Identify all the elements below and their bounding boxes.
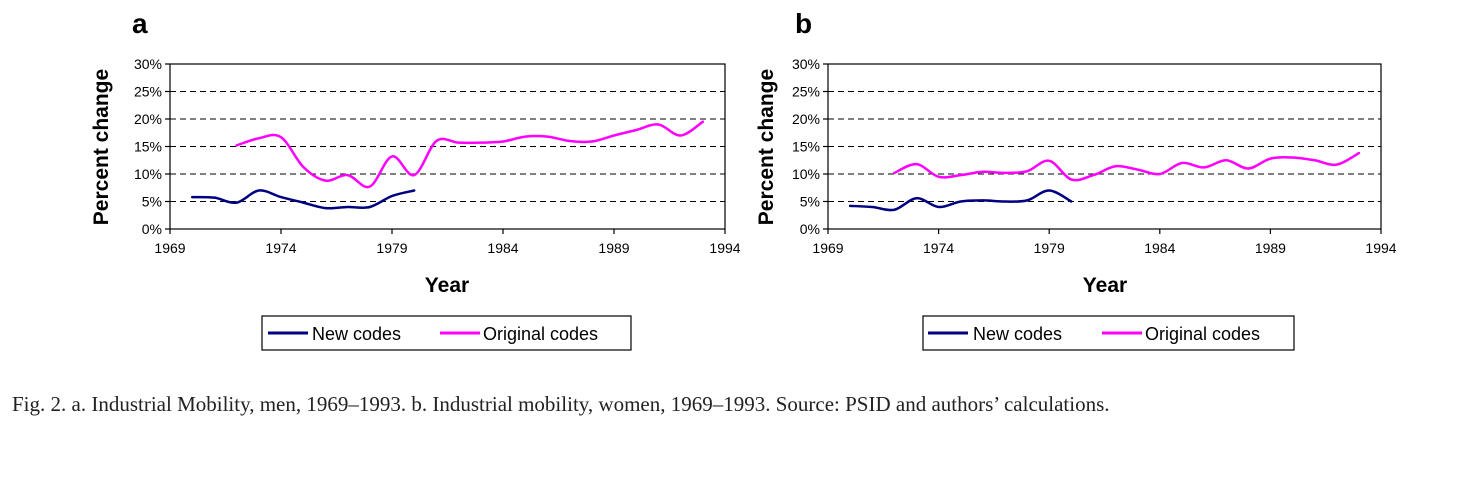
- x-tick-label-b: 1989: [1255, 240, 1286, 256]
- y-tick-label-b: 15%: [792, 139, 820, 155]
- legend-label-original-codes-b: Original codes: [1145, 324, 1260, 344]
- chart-panel-b: b 0%5%10%15%20%25%30% 1969 1974 1979 1984 19…: [755, 8, 1397, 351]
- y-axis-b: 0% 5% 10% 15% 20% 25% 30%: [792, 56, 828, 237]
- y-tick-label-b: 20%: [792, 111, 820, 127]
- x-tick-label-b: 1994: [1365, 240, 1396, 256]
- y-tick-label-b: 0%: [800, 221, 820, 237]
- y-tick-label-a: 10%: [134, 166, 162, 182]
- series-line-new-codes-b: [848, 189, 1073, 212]
- x-tick-label-b: 1974: [923, 240, 954, 256]
- series-line-original-codes-b: [893, 151, 1361, 182]
- y-tick-label-a: 5%: [142, 194, 162, 210]
- x-tick-label-b: 1969: [812, 240, 843, 256]
- series-line-new-codes-a: [190, 189, 416, 210]
- legend-b: New codes Original codes: [922, 315, 1295, 351]
- y-tick-label-b: 25%: [792, 84, 820, 100]
- grid-lines-b: [828, 91, 1381, 202]
- x-tick-label-a: 1974: [265, 240, 296, 256]
- y-tick-label-b: 10%: [792, 166, 820, 182]
- legend-label-new-codes-a: New codes: [312, 324, 401, 344]
- y-tick-label-a: 25%: [134, 84, 162, 100]
- panel-label-b: b: [795, 8, 812, 39]
- x-tick-label-a: 1969: [154, 240, 185, 256]
- x-axis-b: 1969 1974 1979 1984 1989 1994: [812, 229, 1397, 256]
- series-line-original-codes-a: [235, 120, 705, 189]
- x-tick-label-b: 1979: [1034, 240, 1065, 256]
- y-axis-title-b: Percent change: [755, 69, 778, 225]
- legend-a: New codes Original codes: [261, 315, 632, 351]
- series-layer-b: [848, 151, 1361, 212]
- x-axis-a: 1969 1974 1979 1984 1989 1994: [154, 229, 741, 256]
- y-tick-label-a: 30%: [134, 56, 162, 72]
- x-tick-label-a: 1989: [598, 240, 629, 256]
- grid-lines-a: [170, 91, 725, 202]
- x-tick-label-a: 1984: [487, 240, 518, 256]
- x-axis-title-a: Year: [425, 274, 469, 297]
- y-tick-label-a: 15%: [134, 139, 162, 155]
- y-tick-label-a: 20%: [134, 111, 162, 127]
- panel-label-a: a: [132, 8, 148, 39]
- series-layer-a: [190, 120, 705, 210]
- y-tick-label-b: 5%: [800, 194, 820, 210]
- y-tick-label-b: 30%: [792, 56, 820, 72]
- chart-panel-a: a 0%5%10%15%20%25%30% 1969 1974 1979 1984 19…: [90, 8, 741, 351]
- legend-label-original-codes-a: Original codes: [483, 324, 598, 344]
- x-tick-label-a: 1994: [709, 240, 740, 256]
- x-tick-label-b: 1984: [1144, 240, 1175, 256]
- legend-label-new-codes-b: New codes: [973, 324, 1062, 344]
- x-tick-label-a: 1979: [376, 240, 407, 256]
- y-tick-label-a: 0%: [142, 221, 162, 237]
- y-axis-title-a: Percent change: [90, 69, 113, 225]
- figure-caption: Fig. 2. a. Industrial Mobility, men, 196…: [12, 392, 1110, 416]
- y-axis-a: 0% 5% 10% 15% 20% 25% 30%: [134, 56, 170, 237]
- x-axis-title-b: Year: [1083, 274, 1127, 297]
